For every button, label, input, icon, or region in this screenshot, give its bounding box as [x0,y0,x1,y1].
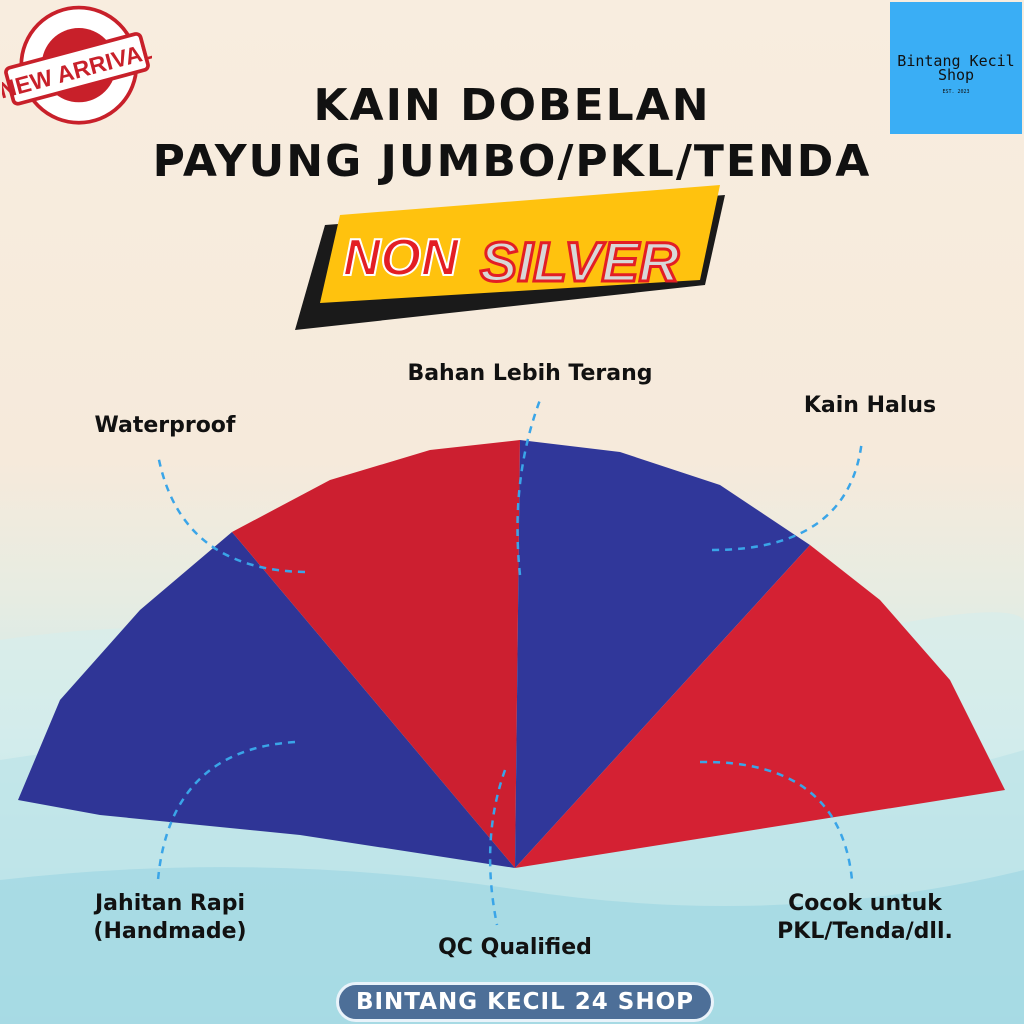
arrow-waterproof [156,454,306,574]
feature-waterproof: Waterproof [94,413,236,438]
arrow-top [516,399,542,576]
title-line-1: KAIN DOBELAN [313,80,711,131]
panel-red-left [232,440,520,868]
svg-text:NON: NON [343,229,460,287]
feature-kain-halus: Kain Halus [803,393,937,418]
arrows [156,399,864,926]
non-silver-banner: NON SILVER [295,185,725,330]
feature-bahan-lebih-terang: Bahan Lebih Terang [407,361,653,386]
arrow-cocok [699,760,854,881]
feature-qc-qualified: QC Qualified [438,935,592,960]
arrow-jahitan [156,740,296,881]
feature-text: PKL/Tenda/dll. [777,919,953,944]
panel-blue-right [515,440,810,868]
svg-text:SILVER: SILVER [480,230,680,293]
shop-name-badge: BINTANG KECIL 24 SHOP [336,982,714,1022]
panel-red-right [515,545,1005,868]
panel-blue-left [18,532,515,868]
arrow-kain-halus [711,439,864,552]
feature-text: (Handmade) [93,919,247,944]
arrow-qc [488,769,507,926]
feature-text: Cocok untuk [788,891,942,916]
feature-jahitan-rapi: Jahitan Rapi (Handmade) [60,890,280,946]
shop-logo: Bintang Kecil Shop EST. 2023 [890,2,1022,134]
new-arrival-stamp: NEW ARRIVAL [2,5,152,125]
feature-text: Jahitan Rapi [95,891,245,916]
feature-cocok-untuk: Cocok untuk PKL/Tenda/dll. [740,890,990,946]
title-line-2: PAYUNG JUMBO/PKL/TENDA [152,136,872,187]
